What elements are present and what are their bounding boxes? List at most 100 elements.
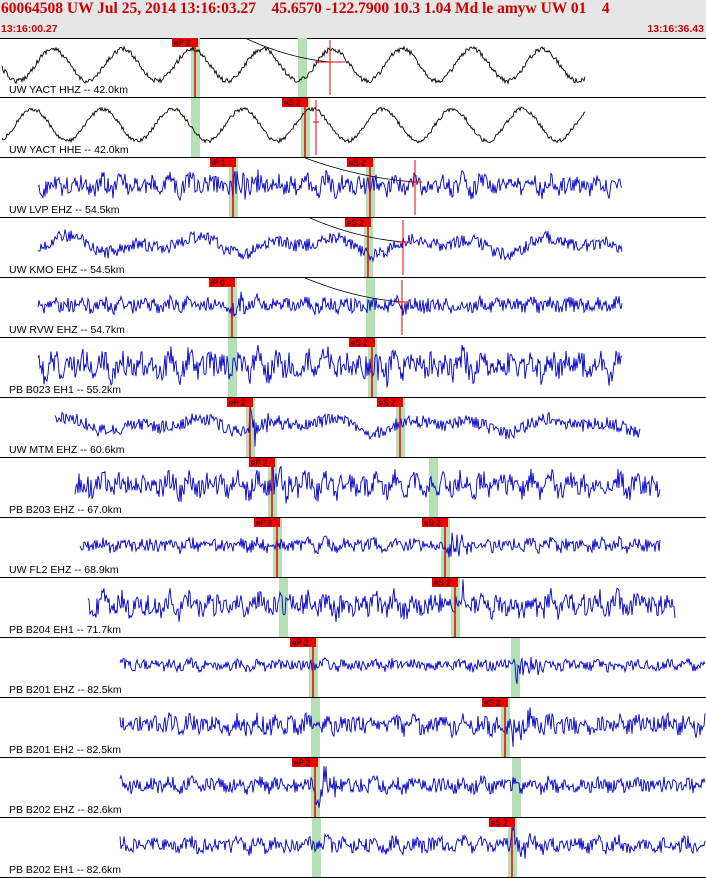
pick-tag[interactable]: [422, 518, 448, 527]
waveform-trace: [37, 344, 623, 388]
waveform-trace: [37, 291, 623, 320]
pick-label: eS 2: [349, 159, 366, 168]
pick-tag[interactable]: [172, 38, 198, 47]
pick-label: eS 2: [424, 519, 441, 528]
waveform-plot[interactable]: eS 2: [0, 698, 706, 757]
waveform-trace: [119, 656, 706, 684]
pick-tag[interactable]: [482, 698, 508, 707]
station-label: PB B203 EHZ -- 67.0km: [9, 504, 122, 516]
station-label: PB B204 EH1 -- 71.7km: [9, 624, 122, 636]
pick-label: eS 2: [491, 819, 508, 828]
station-label: PB B202 EH1 -- 82.6km: [9, 864, 122, 876]
pick-tag[interactable]: [210, 158, 236, 167]
pick-window: [512, 758, 521, 817]
trace-panel[interactable]: eP 2 PB B201 EHZ -- 82.5km: [0, 638, 706, 698]
pick-label: iP 1: [212, 159, 226, 168]
pick-tag[interactable]: [432, 578, 458, 587]
waveform-trace: [37, 229, 623, 263]
trace-panel[interactable]: eS 2 UW KMO EHZ -- 54.5km: [0, 218, 706, 278]
waveform-plot[interactable]: eS 2: [0, 98, 706, 157]
waveform-trace: [87, 579, 676, 622]
pick-tag[interactable]: [209, 278, 235, 287]
trace-panel[interactable]: eP 2 eS 2 UW FL2 EHZ -- 68.9km: [0, 518, 706, 578]
station-label: PB B201 EHZ -- 82.5km: [9, 684, 122, 696]
waveform-plot[interactable]: eP 2: [0, 638, 706, 697]
pick-label: eP 2: [251, 459, 268, 468]
trace-panel[interactable]: eS 2 PB B201 EH2 -- 82.5km: [0, 698, 706, 758]
trace-panel[interactable]: eP 2 PB B203 EHZ -- 67.0km: [0, 458, 706, 518]
waveform-plot[interactable]: eP 2 eS 2: [0, 398, 706, 457]
pick-tag[interactable]: [377, 398, 403, 407]
waveform-trace: [79, 532, 661, 558]
waveform-plot[interactable]: eP 2 eS 2: [0, 518, 706, 577]
station-label: PB B023 EH1 -- 55.2km: [9, 384, 122, 396]
waveform-plot[interactable]: eP 2: [0, 458, 706, 517]
waveform-trace: [54, 405, 641, 447]
pick-label: eP 2: [292, 639, 309, 648]
trace-panel[interactable]: iP 0 UW RVW EHZ -- 54.7km: [0, 278, 706, 338]
pick-label: eS 2: [379, 399, 396, 408]
pick-tag[interactable]: [249, 458, 275, 467]
waveform-plot[interactable]: eP 2: [0, 758, 706, 817]
trace-panel[interactable]: eS 2 UW YACT HHE -- 42.0km: [0, 98, 706, 158]
travel-time-curve: [304, 278, 403, 303]
pick-label: eS 2: [347, 219, 364, 228]
trace-panel[interactable]: eS 2 PB B023 EH1 -- 55.2km: [0, 338, 706, 398]
pick-tag[interactable]: [227, 398, 253, 407]
waveform-trace: [119, 826, 706, 859]
station-label: UW FL2 EHZ -- 68.9km: [9, 564, 119, 576]
pick-window: [429, 458, 438, 517]
pick-label: eP 2: [229, 399, 246, 408]
pick-label: eP 2: [294, 759, 311, 768]
pick-tag[interactable]: [489, 818, 515, 827]
window-start-time: 13:16:00.27: [1, 23, 58, 35]
travel-time-curve: [244, 38, 331, 63]
waveform-plot[interactable]: eS 2: [0, 578, 706, 637]
event-title: 60064508 UW Jul 25, 2014 13:16:03.27 45.…: [1, 0, 610, 17]
waveform-plot[interactable]: eS 2: [0, 338, 706, 397]
waveform-plot[interactable]: eP 2: [0, 38, 706, 97]
pick-window: [279, 578, 288, 637]
waveform-trace: [37, 169, 623, 202]
event-header: 60064508 UW Jul 25, 2014 13:16:03.27 45.…: [0, 0, 706, 39]
waveform-plot[interactable]: iP 1 eS 2: [0, 158, 706, 217]
station-label: UW LVP EHZ -- 54.5km: [9, 204, 120, 216]
waveform-plot[interactable]: eS 2: [0, 218, 706, 277]
waveform-plot[interactable]: eS 2: [0, 818, 706, 877]
pick-tag[interactable]: [349, 338, 375, 347]
pick-tag[interactable]: [282, 98, 308, 107]
pick-tag[interactable]: [292, 758, 318, 767]
waveform-trace: [74, 458, 661, 504]
station-label: UW MTM EHZ -- 60.6km: [9, 444, 125, 456]
trace-panels: eP 2 UW YACT HHZ -- 42.0km eS 2 UW YACT HHE…: [0, 38, 706, 878]
trace-panel[interactable]: iP 1 eS 2 UW LVP EHZ -- 54.5km: [0, 158, 706, 218]
pick-window: [298, 38, 307, 97]
pick-label: iP 0: [211, 279, 225, 288]
pick-tag[interactable]: [290, 638, 316, 647]
pick-window: [311, 698, 320, 757]
trace-panel[interactable]: eP 2 PB B202 EHZ -- 82.6km: [0, 758, 706, 818]
trace-panel[interactable]: eP 2 eS 2 UW MTM EHZ -- 60.6km: [0, 398, 706, 458]
waveform-trace: [1, 45, 586, 85]
pick-label: eP 2: [256, 519, 273, 528]
pick-tag[interactable]: [345, 218, 371, 227]
waveform-trace: [119, 766, 706, 808]
station-label: PB B201 EH2 -- 82.5km: [9, 744, 122, 756]
pick-label: eS 2: [351, 339, 368, 348]
pick-label: eS 2: [484, 699, 501, 708]
station-label: UW RVW EHZ -- 54.7km: [9, 324, 125, 336]
station-label: UW KMO EHZ -- 54.5km: [9, 264, 125, 276]
waveform-trace: [119, 707, 706, 747]
station-label: UW YACT HHZ -- 42.0km: [9, 84, 129, 96]
waveform-trace: [1, 106, 586, 144]
pick-label: eS 2: [434, 579, 451, 588]
travel-time-curve: [304, 158, 416, 183]
trace-panel[interactable]: eS 2 PB B202 EH1 -- 82.6km: [0, 818, 706, 878]
pick-tag[interactable]: [254, 518, 280, 527]
pick-tag[interactable]: [347, 158, 373, 167]
pick-label: eS 2: [284, 99, 301, 108]
waveform-plot[interactable]: iP 0: [0, 278, 706, 337]
trace-panel[interactable]: eP 2 UW YACT HHZ -- 42.0km: [0, 38, 706, 98]
trace-panel[interactable]: eS 2 PB B204 EH1 -- 71.7km: [0, 578, 706, 638]
